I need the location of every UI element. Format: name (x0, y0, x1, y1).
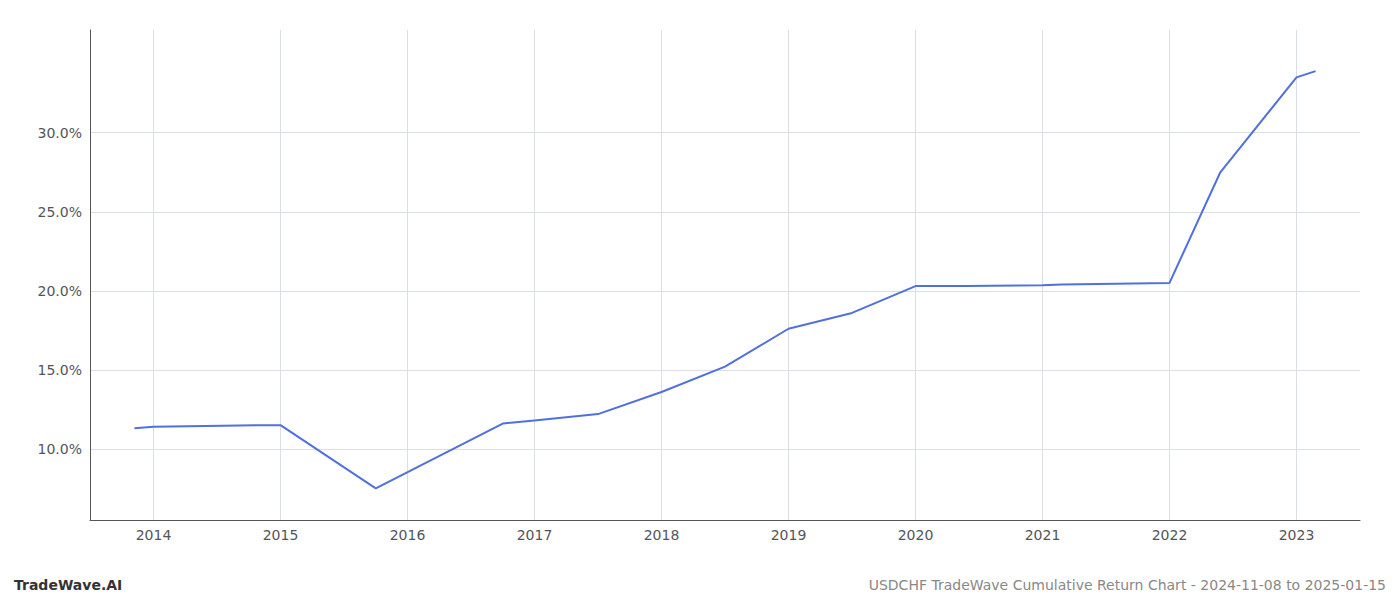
svg-text:2018: 2018 (644, 527, 680, 543)
svg-text:2020: 2020 (898, 527, 934, 543)
svg-text:USDCHF TradeWave Cumulative Re: USDCHF TradeWave Cumulative Return Chart… (869, 577, 1386, 593)
svg-text:2014: 2014 (136, 527, 172, 543)
svg-text:10.0%: 10.0% (38, 441, 82, 457)
svg-text:20.0%: 20.0% (38, 283, 82, 299)
svg-text:2015: 2015 (263, 527, 299, 543)
svg-text:2021: 2021 (1025, 527, 1061, 543)
svg-text:30.0%: 30.0% (38, 125, 82, 141)
svg-text:2017: 2017 (517, 527, 553, 543)
svg-text:TradeWave.AI: TradeWave.AI (14, 577, 122, 593)
svg-text:25.0%: 25.0% (38, 204, 82, 220)
svg-text:2016: 2016 (390, 527, 426, 543)
svg-text:2019: 2019 (771, 527, 807, 543)
svg-text:15.0%: 15.0% (38, 362, 82, 378)
svg-text:2023: 2023 (1279, 527, 1315, 543)
svg-text:2022: 2022 (1152, 527, 1188, 543)
